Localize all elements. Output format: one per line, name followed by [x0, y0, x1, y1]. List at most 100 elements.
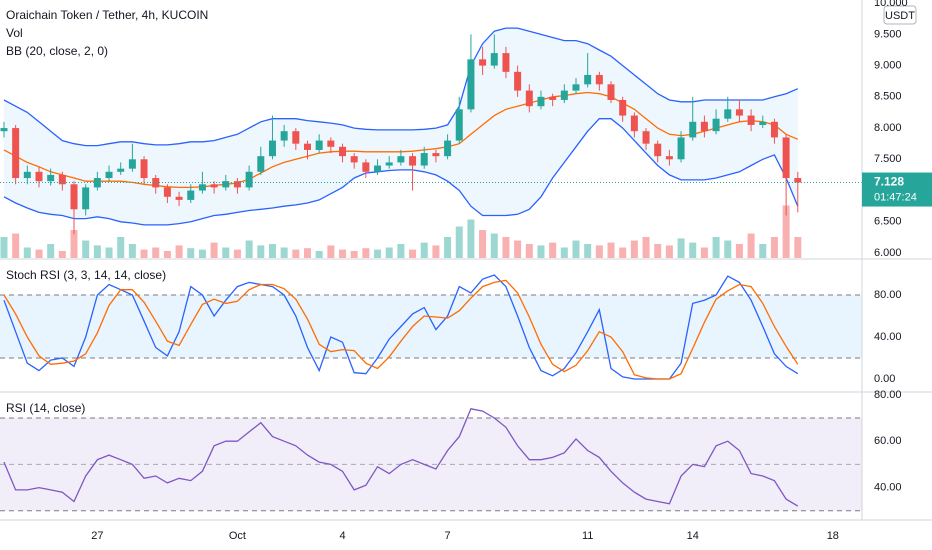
x-tick-label: 7 [445, 530, 451, 542]
x-tick-label: Oct [229, 530, 246, 542]
y-tick-label: 40.00 [874, 331, 902, 343]
volume-bar [350, 251, 358, 258]
volume-bar [303, 248, 311, 258]
volume-bar [93, 245, 101, 258]
y-tick-label: 80.00 [874, 289, 902, 301]
volume-bar [560, 247, 568, 258]
volume-bar [409, 249, 417, 258]
volume-bar [268, 244, 276, 258]
x-tick-label: 4 [339, 530, 345, 542]
volume-bar [292, 249, 300, 258]
last-price: 7.128 [874, 175, 904, 189]
bb-lower [3, 118, 799, 226]
candle-body [140, 159, 148, 179]
volume-bar [724, 240, 732, 258]
volume-bar [467, 219, 475, 258]
candle-body [163, 187, 171, 197]
candle-body [700, 121, 708, 132]
candle-body [525, 90, 533, 107]
x-tick-label: 14 [687, 530, 699, 542]
indicator-line [3, 408, 799, 507]
rsi-legend: RSI (14, close) [6, 401, 85, 415]
candle-body [630, 115, 638, 132]
volume-bar [47, 244, 55, 258]
candle-body [93, 178, 101, 188]
candle-body [560, 90, 568, 100]
y-tick-label: 7.500 [874, 153, 902, 165]
candle-body [689, 121, 697, 138]
candle-body [455, 109, 463, 141]
candle-body [152, 178, 160, 188]
volume-bar [759, 244, 767, 258]
volume-bar [479, 230, 487, 258]
candle-body [584, 74, 592, 85]
y-tick-label: 0.00 [874, 373, 895, 385]
candle-body [82, 187, 90, 210]
currency: USDT [885, 10, 915, 22]
volume-bar [432, 245, 440, 258]
candle-body [70, 184, 78, 210]
y-tick-label: 8.500 [874, 91, 902, 103]
candle-body [770, 121, 778, 138]
volume-bar [245, 240, 253, 258]
candle-body [607, 84, 615, 100]
volume-bar [444, 237, 452, 258]
candle-body [350, 156, 358, 163]
candle-body [502, 53, 510, 72]
x-tick-label: 11 [582, 530, 593, 542]
volume-bar [315, 251, 323, 258]
volume-bar [514, 240, 522, 258]
candle-body [514, 71, 522, 91]
volume-bar [665, 245, 673, 258]
volume-bar [339, 249, 347, 258]
candle-body [187, 190, 195, 200]
volume-bar [549, 242, 557, 258]
volume-bar [712, 237, 720, 258]
y-tick-label: 10.000 [874, 0, 908, 9]
volume-bar [607, 242, 615, 258]
bb-legend: BB (20, close, 2, 0) [6, 44, 108, 58]
candle-body [268, 140, 276, 157]
volume-bar [455, 226, 463, 258]
volume-bar [23, 247, 31, 258]
candle-body [467, 59, 475, 110]
volume-bar [502, 237, 510, 258]
volume-bar [175, 245, 183, 258]
candle-body [642, 131, 650, 144]
band-fill [0, 294, 862, 358]
volume-bar [105, 247, 113, 258]
volume-bar [735, 244, 743, 258]
candle-body [385, 162, 393, 166]
candle-body [654, 143, 662, 157]
candle-body [128, 159, 136, 169]
volume-bar [82, 240, 90, 258]
volume-bar [362, 248, 370, 258]
volume-bar [677, 238, 685, 258]
volume-bar [782, 205, 790, 258]
candle-body [257, 156, 265, 172]
y-tick-label: 40.00 [874, 481, 902, 493]
candle-body [759, 121, 767, 125]
candle-body [397, 156, 405, 163]
x-tick-label: 18 [827, 530, 839, 542]
volume-bar [12, 233, 20, 258]
candle-body [735, 109, 743, 116]
candle-body [677, 137, 685, 160]
candle-body [712, 118, 720, 132]
candle-body [619, 99, 627, 116]
volume-bar [163, 251, 171, 258]
currency-badge[interactable] [883, 5, 917, 25]
volume-bar [187, 248, 195, 258]
volume-bar [689, 242, 697, 258]
volume-bar [794, 237, 802, 258]
candle-body [420, 153, 428, 166]
volume-bar [198, 249, 206, 258]
candle-body [233, 181, 241, 188]
candle-body [292, 131, 300, 144]
candle-body [374, 165, 382, 172]
countdown: 01:47:24 [874, 191, 917, 203]
candle-body [245, 171, 253, 188]
volume-bar [630, 240, 638, 258]
candle-body [12, 128, 20, 179]
